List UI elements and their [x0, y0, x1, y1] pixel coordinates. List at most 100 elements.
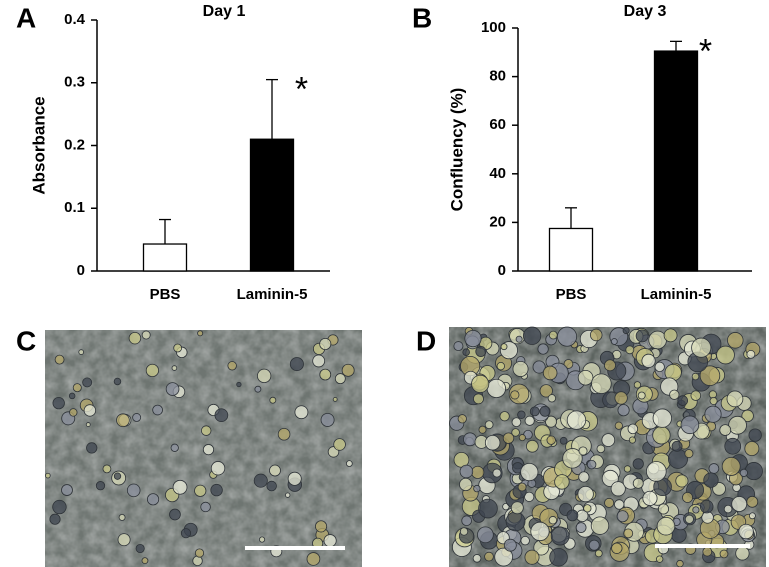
cell	[269, 396, 277, 404]
cell	[333, 438, 346, 451]
cell	[320, 412, 335, 427]
bar	[249, 138, 295, 272]
cell	[464, 329, 482, 348]
cell	[746, 495, 759, 508]
cell	[741, 409, 754, 423]
cell	[583, 504, 592, 513]
micrograph	[449, 326, 766, 567]
bar	[548, 227, 594, 272]
cell	[610, 338, 618, 345]
chart-title: Day 1	[203, 3, 246, 20]
significance-marker: *	[295, 71, 308, 109]
cell	[628, 436, 636, 444]
panel-label: A	[16, 2, 36, 33]
cell	[515, 335, 523, 343]
cell	[510, 390, 520, 400]
cell	[147, 493, 160, 506]
cell	[461, 515, 472, 526]
cell	[312, 354, 326, 368]
cell	[614, 499, 625, 510]
cell	[141, 557, 149, 565]
x-tick-label: Laminin-5	[641, 286, 712, 303]
cell	[126, 483, 141, 498]
cell	[522, 326, 542, 345]
cell	[709, 396, 718, 405]
cell	[518, 434, 526, 442]
cell	[704, 405, 722, 423]
x-tick-label: PBS	[150, 286, 181, 303]
cell	[539, 405, 551, 417]
cell	[512, 360, 529, 377]
cell	[511, 428, 520, 437]
y-tick-label: 100	[481, 19, 506, 36]
cell	[170, 443, 179, 452]
cell	[633, 381, 642, 389]
cell	[586, 459, 597, 470]
cell	[578, 471, 590, 483]
cell	[547, 394, 557, 403]
cell	[632, 477, 644, 489]
micrograph	[45, 330, 362, 567]
cell	[550, 526, 570, 546]
cell	[214, 408, 229, 423]
cell	[578, 446, 588, 456]
cell	[591, 373, 612, 394]
cell	[746, 349, 756, 359]
cell	[152, 404, 163, 416]
cell	[577, 369, 594, 386]
cell	[200, 501, 211, 513]
cell	[739, 468, 748, 477]
cell	[642, 490, 658, 506]
cell	[315, 520, 328, 533]
cell	[539, 384, 553, 398]
cell	[473, 484, 481, 493]
cell	[524, 415, 535, 426]
cell	[82, 377, 93, 388]
cell	[319, 368, 332, 381]
cell	[500, 343, 508, 351]
cell	[117, 533, 131, 547]
cell	[505, 511, 526, 532]
cell	[727, 332, 744, 349]
panel-label: C	[16, 325, 36, 356]
cell	[494, 547, 514, 567]
cell	[648, 330, 667, 350]
cell	[118, 513, 126, 521]
cell	[577, 485, 594, 503]
cell	[478, 498, 498, 519]
cell	[49, 513, 61, 525]
cell	[285, 492, 291, 498]
cell	[708, 463, 720, 474]
cell	[530, 521, 550, 542]
cell	[85, 422, 91, 427]
cell	[588, 539, 600, 551]
cell	[471, 374, 490, 393]
cell	[128, 331, 142, 345]
cell	[266, 480, 277, 492]
cell	[165, 382, 180, 396]
cell	[635, 329, 649, 343]
cell	[236, 381, 242, 388]
bar	[142, 243, 188, 272]
cell	[102, 464, 112, 474]
cell	[463, 432, 477, 447]
cell	[617, 404, 630, 417]
cell	[169, 508, 181, 521]
cell	[180, 528, 192, 539]
y-tick-label: 0	[77, 262, 85, 279]
cell	[135, 543, 145, 554]
cell	[684, 449, 694, 459]
cell	[473, 393, 484, 405]
cell	[699, 365, 721, 386]
cell	[192, 555, 203, 566]
cell	[332, 396, 338, 402]
cell	[623, 465, 632, 473]
cell	[477, 526, 494, 544]
cell	[492, 468, 502, 478]
cell	[253, 473, 268, 488]
cell	[68, 392, 76, 400]
cell	[269, 464, 281, 477]
cell	[113, 472, 122, 480]
cell	[601, 433, 616, 447]
cell	[744, 462, 763, 481]
